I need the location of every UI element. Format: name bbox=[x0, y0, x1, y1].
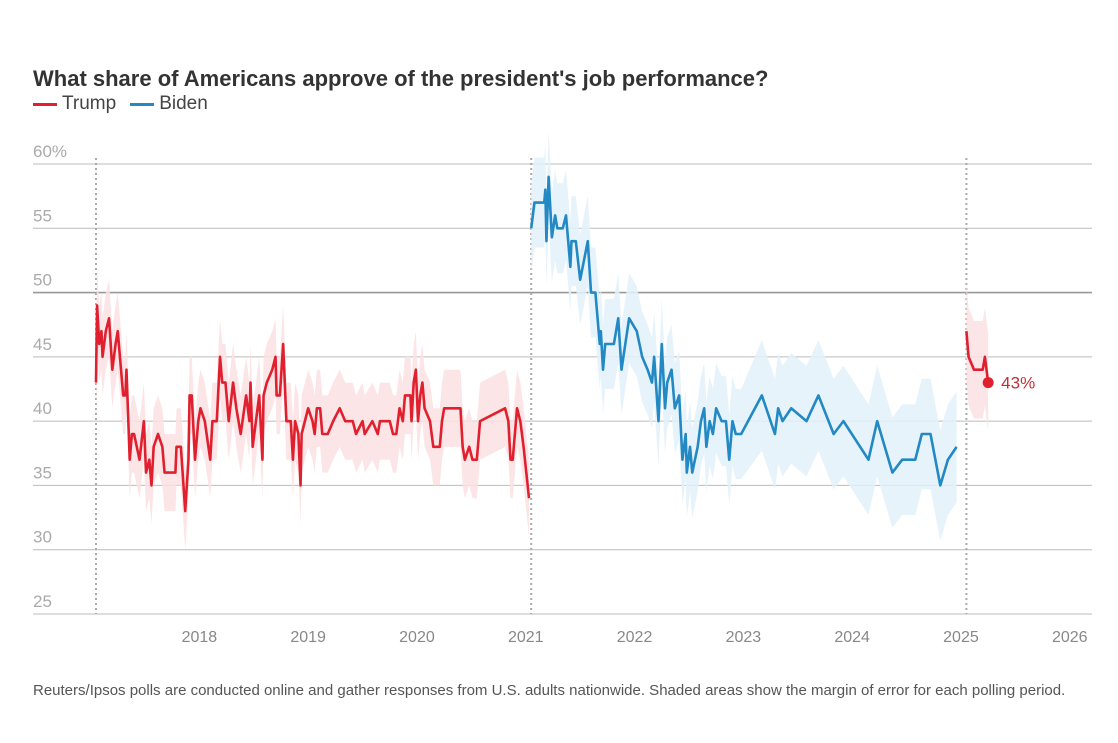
y-tick-label: 60% bbox=[33, 142, 67, 161]
series-trump bbox=[94, 266, 531, 550]
latest-value-label: 43% bbox=[1001, 374, 1035, 393]
x-tick-label: 2024 bbox=[834, 629, 870, 646]
y-tick-label: 50 bbox=[33, 271, 52, 290]
x-tick-label: 2023 bbox=[726, 629, 762, 646]
y-tick-label: 35 bbox=[33, 463, 52, 482]
x-tick-label: 2019 bbox=[290, 629, 326, 646]
footnote: Reuters/Ipsos polls are conducted online… bbox=[33, 682, 1066, 699]
legend-swatch-trump bbox=[33, 102, 57, 106]
y-tick-label: 45 bbox=[33, 335, 52, 354]
margin-of-error-band bbox=[966, 282, 989, 432]
legend-item-biden: Biden bbox=[130, 93, 208, 115]
x-tick-label: 2020 bbox=[399, 629, 435, 646]
legend-swatch-biden bbox=[130, 102, 155, 106]
legend: Trump Biden bbox=[33, 93, 208, 115]
legend-item-trump: Trump bbox=[33, 93, 116, 115]
y-tick-label: 30 bbox=[33, 528, 52, 547]
x-tick-label: 2025 bbox=[943, 629, 979, 646]
legend-label-trump: Trump bbox=[62, 93, 117, 114]
chart-title: What share of Americans approve of the p… bbox=[33, 66, 769, 91]
margin-of-error-band bbox=[531, 131, 957, 541]
legend-label-biden: Biden bbox=[159, 93, 208, 114]
series-biden bbox=[529, 131, 958, 541]
latest-value-marker bbox=[982, 377, 994, 389]
y-tick-label: 25 bbox=[33, 592, 52, 611]
x-tick-label: 2021 bbox=[508, 629, 544, 646]
y-tick-label: 55 bbox=[33, 206, 52, 225]
series-line bbox=[965, 331, 990, 383]
series-trump bbox=[965, 282, 990, 432]
x-tick-label: 2018 bbox=[182, 629, 218, 646]
y-tick-label: 40 bbox=[33, 399, 52, 418]
x-tick-label: 2026 bbox=[1052, 629, 1088, 646]
series-line bbox=[529, 175, 958, 487]
margin-of-error-band bbox=[96, 266, 530, 550]
series-line bbox=[94, 304, 531, 513]
x-tick-label: 2022 bbox=[617, 629, 653, 646]
